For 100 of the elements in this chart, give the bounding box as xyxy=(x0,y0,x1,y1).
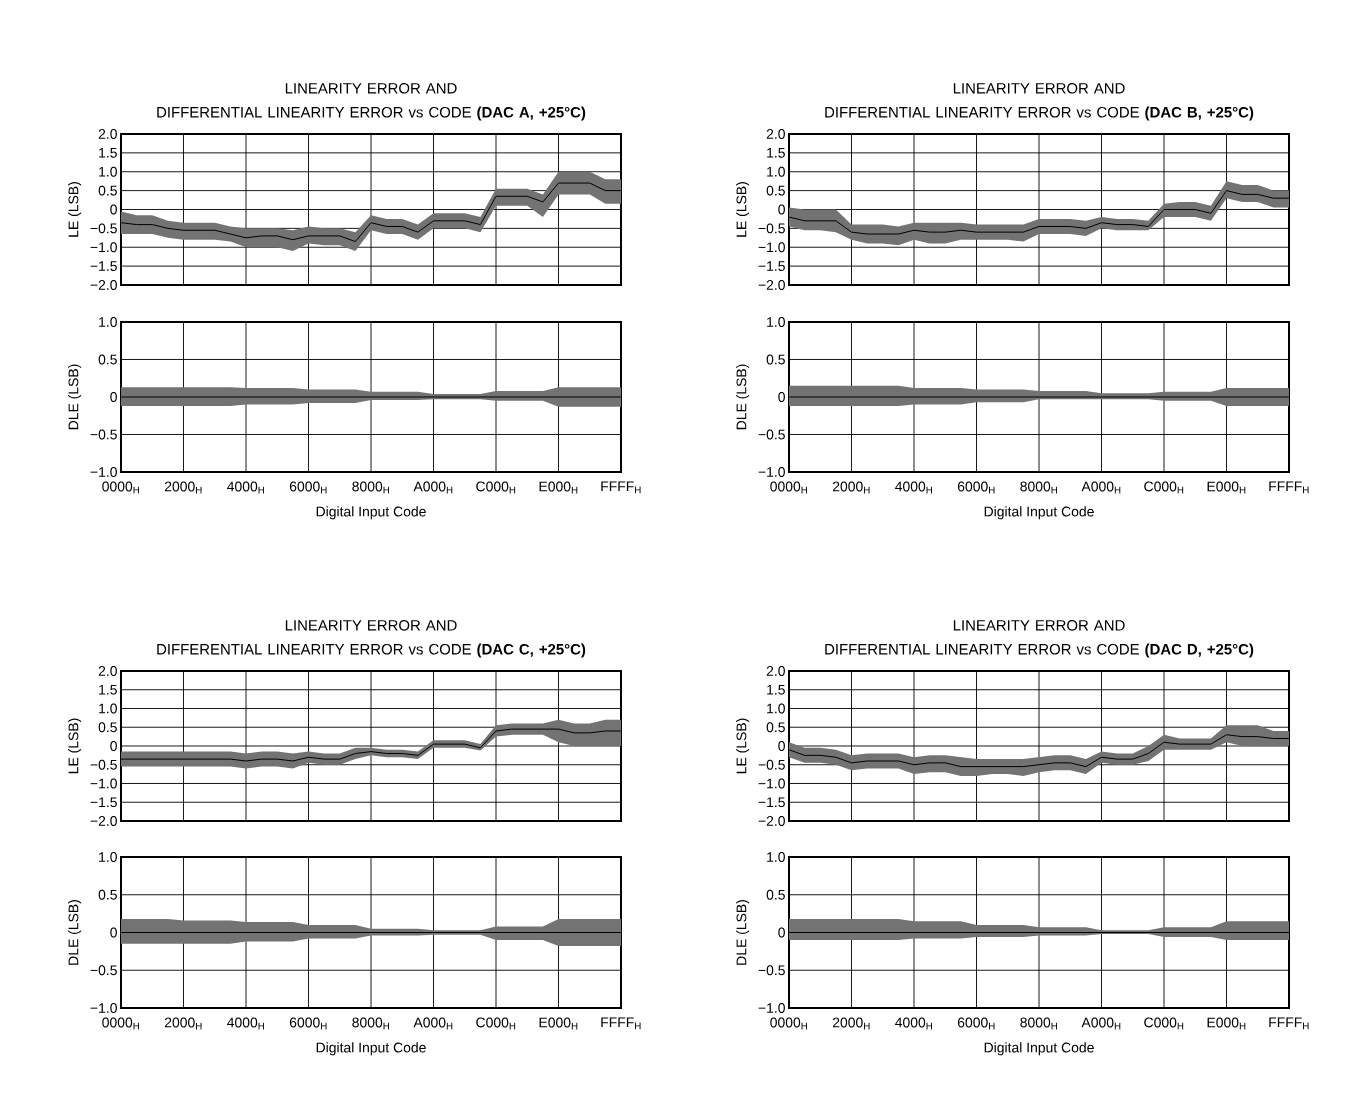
x-axis-title: Digital Input Code xyxy=(984,1042,1094,1056)
y-tick-label: 1.0 xyxy=(767,852,785,862)
y-tick-label: −1.0 xyxy=(758,242,785,253)
x-tick-label: C000$_{H}$ xyxy=(1144,481,1184,494)
y-tick-label: −2.0 xyxy=(758,280,785,290)
x-tick-label: FFFF$_{H}$ xyxy=(601,1017,641,1030)
y-tick-label: 1.5 xyxy=(99,148,117,158)
x-tick-label: 2000$_{H}$ xyxy=(164,481,202,494)
x-tick-label: E000$_{H}$ xyxy=(539,481,578,494)
y-tick-label: 0 xyxy=(778,927,785,938)
y-axis-title: DLE (LSB) xyxy=(68,900,82,965)
y-tick-label: 1.0 xyxy=(767,703,785,714)
y-tick-label: −0.5 xyxy=(90,759,117,770)
y-tick-label: −1.0 xyxy=(758,778,785,789)
y-tick-label: 0 xyxy=(778,392,785,402)
y-tick-label: 2.0 xyxy=(98,129,117,139)
y-tick-label: 1.5 xyxy=(767,684,785,695)
x-tick-label: 0000$_{H}$ xyxy=(770,1017,807,1030)
x-tick-label: 4000$_{H}$ xyxy=(227,481,264,494)
x-tick-label: 8000$_{H}$ xyxy=(1020,481,1057,494)
y-tick-label: −0.5 xyxy=(90,223,117,234)
y-axis-title: DLE (LSB) xyxy=(68,364,82,430)
x-tick-label: FFFF$_{H}$ xyxy=(1269,1017,1309,1030)
y-tick-label: 1.0 xyxy=(767,166,785,177)
x-tick-label: 6000$_{H}$ xyxy=(289,481,327,494)
x-tick-label: 2000$_{H}$ xyxy=(832,481,870,494)
y-tick-label: 0 xyxy=(110,204,117,215)
x-axis-title: Digital Input Code xyxy=(316,506,426,520)
y-axis-title: DLE (LSB) xyxy=(736,364,750,430)
x-tick-label: A000$_{H}$ xyxy=(1081,481,1121,494)
y-tick-label: −0.5 xyxy=(90,429,117,440)
y-tick-label: 1.0 xyxy=(99,852,117,862)
x-axis-title: Digital Input Code xyxy=(316,1042,426,1056)
y-axis-title: LE (LSB) xyxy=(736,182,750,237)
y-tick-label: 1.5 xyxy=(767,148,785,158)
y-tick-label: 2.0 xyxy=(766,129,785,139)
y-tick-label: −0.5 xyxy=(758,759,785,770)
y-tick-label: 0 xyxy=(110,741,117,751)
x-tick-label: A000$_{H}$ xyxy=(413,1017,453,1030)
chart-title: LINEARITY ERROR AND xyxy=(953,83,1125,94)
y-tick-label: 0.5 xyxy=(766,185,785,196)
y-tick-label: 1.5 xyxy=(99,684,117,695)
x-tick-label: C000$_{H}$ xyxy=(476,481,516,494)
x-tick-label: 6000$_{H}$ xyxy=(289,1017,327,1030)
y-tick-label: −1.5 xyxy=(758,261,785,271)
x-tick-label: 0000$_{H}$ xyxy=(770,481,807,494)
y-tick-label: −1.0 xyxy=(758,1003,785,1013)
chart-subtitle: DIFFERENTIAL LINEARITY ERROR vs CODE (DAC B, +25°C) xyxy=(825,106,1254,121)
y-tick-label: −1.0 xyxy=(90,1003,117,1013)
y-tick-label: 0.5 xyxy=(98,185,117,196)
y-tick-label: 0 xyxy=(110,392,117,402)
x-tick-label: 2000$_{H}$ xyxy=(832,1017,870,1030)
y-axis-title: DLE (LSB) xyxy=(736,900,750,965)
x-tick-label: E000$_{H}$ xyxy=(539,1017,578,1030)
y-tick-label: 2.0 xyxy=(766,666,785,676)
y-tick-label: −0.5 xyxy=(758,965,785,976)
chart-title: LINEARITY ERROR AND xyxy=(285,83,457,94)
x-tick-label: 4000$_{H}$ xyxy=(895,1017,932,1030)
y-tick-label: 0.5 xyxy=(766,722,785,733)
y-tick-label: 1.0 xyxy=(767,317,785,327)
y-tick-label: −1.0 xyxy=(758,467,785,477)
x-tick-label: E000$_{H}$ xyxy=(1207,481,1246,494)
x-tick-label: 4000$_{H}$ xyxy=(227,1017,264,1030)
x-tick-label: 6000$_{H}$ xyxy=(957,1017,995,1030)
y-tick-label: 1.0 xyxy=(99,317,117,327)
x-tick-label: 2000$_{H}$ xyxy=(164,1017,202,1030)
x-tick-label: 4000$_{H}$ xyxy=(895,481,932,494)
y-axis-title: LE (LSB) xyxy=(68,182,82,237)
y-tick-label: 0.5 xyxy=(98,889,117,900)
chart-title: LINEARITY ERROR AND xyxy=(953,620,1125,631)
x-tick-label: E000$_{H}$ xyxy=(1207,1017,1246,1030)
chart-title: LINEARITY ERROR AND xyxy=(285,620,457,631)
y-tick-label: −1.0 xyxy=(90,242,117,253)
y-tick-label: 0 xyxy=(110,927,117,938)
y-tick-label: 0.5 xyxy=(766,889,785,900)
y-tick-label: −0.5 xyxy=(758,223,785,234)
y-tick-label: −2.0 xyxy=(90,816,117,826)
x-tick-label: FFFF$_{H}$ xyxy=(1269,481,1309,494)
x-tick-label: C000$_{H}$ xyxy=(476,1017,516,1030)
y-tick-label: −0.5 xyxy=(90,965,117,976)
y-tick-label: −2.0 xyxy=(90,280,117,290)
x-tick-label: FFFF$_{H}$ xyxy=(601,481,641,494)
y-tick-label: 0.5 xyxy=(98,354,117,365)
y-tick-label: 0.5 xyxy=(98,722,117,733)
y-tick-label: 0 xyxy=(778,204,785,215)
x-tick-label: 8000$_{H}$ xyxy=(352,481,389,494)
x-tick-label: 0000$_{H}$ xyxy=(102,1017,139,1030)
chart-subtitle: DIFFERENTIAL LINEARITY ERROR vs CODE (DAC C, +25°C) xyxy=(157,643,586,658)
y-tick-label: −1.5 xyxy=(90,261,117,271)
y-tick-label: −1.5 xyxy=(758,797,785,808)
x-tick-label: 8000$_{H}$ xyxy=(1020,1017,1057,1030)
y-tick-label: −0.5 xyxy=(758,429,785,440)
y-axis-title: LE (LSB) xyxy=(68,718,82,774)
y-tick-label: 1.0 xyxy=(99,703,117,714)
x-tick-label: 6000$_{H}$ xyxy=(957,481,995,494)
chart-subtitle: DIFFERENTIAL LINEARITY ERROR vs CODE (DAC D, +25°C) xyxy=(825,643,1254,658)
y-tick-label: 0.5 xyxy=(766,354,785,365)
x-tick-label: C000$_{H}$ xyxy=(1144,1017,1184,1030)
x-tick-label: 8000$_{H}$ xyxy=(352,1017,389,1030)
y-axis-title: LE (LSB) xyxy=(736,718,750,774)
